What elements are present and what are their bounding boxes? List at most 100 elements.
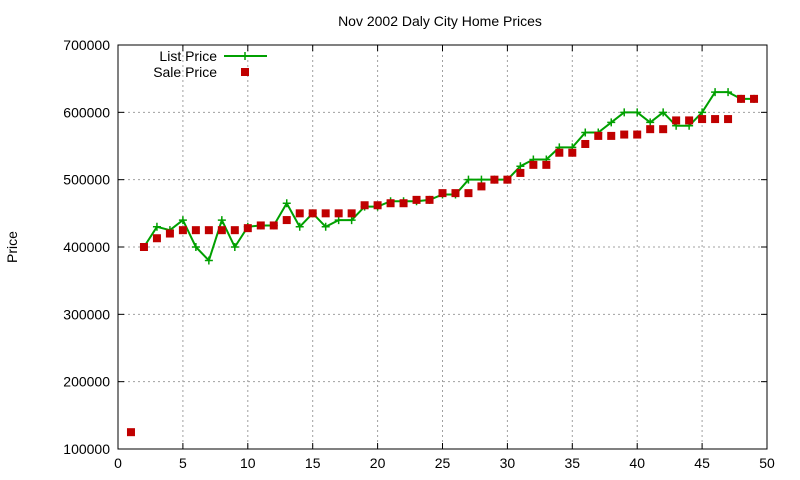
data-point <box>230 243 239 251</box>
data-point <box>334 209 343 218</box>
x-tick-label: 25 <box>435 455 451 471</box>
data-point <box>672 116 681 125</box>
legend-square-swatch <box>241 68 249 76</box>
data-point <box>360 201 369 210</box>
data-point <box>607 118 616 127</box>
chart-title: Nov 2002 Daly City Home Prices <box>338 13 542 29</box>
x-tick-label: 45 <box>694 455 710 471</box>
data-point <box>516 162 525 171</box>
data-point <box>646 125 655 134</box>
data-point <box>698 115 707 124</box>
data-point <box>152 222 161 231</box>
data-point <box>295 222 304 231</box>
data-point <box>542 160 551 169</box>
data-point <box>308 209 317 218</box>
data-point <box>243 224 252 233</box>
series-sale-price <box>126 94 759 437</box>
legend-item: Sale Price <box>153 64 249 80</box>
data-point <box>178 226 187 235</box>
data-point <box>295 209 304 218</box>
data-point <box>451 189 460 198</box>
data-point <box>282 199 291 208</box>
data-point <box>607 131 616 140</box>
data-point <box>425 195 434 204</box>
data-point <box>139 243 148 251</box>
data-point <box>282 216 291 225</box>
data-point <box>256 221 265 230</box>
data-point <box>633 108 642 117</box>
data-point <box>438 189 447 198</box>
data-point <box>659 108 668 117</box>
data-point <box>464 189 473 198</box>
data-point <box>217 216 226 225</box>
data-point <box>373 201 382 210</box>
series-list-price <box>139 88 759 265</box>
series-line <box>143 91 755 263</box>
data-point <box>126 428 135 437</box>
x-tick-label: 30 <box>500 455 516 471</box>
data-point <box>620 130 629 139</box>
y-tick-label: 300000 <box>63 306 110 322</box>
data-point <box>711 88 720 97</box>
x-tick-label: 5 <box>179 455 187 471</box>
data-point <box>464 175 473 184</box>
data-point <box>724 88 733 97</box>
data-point <box>165 229 174 238</box>
data-point <box>620 108 629 117</box>
data-point <box>594 131 603 140</box>
data-point <box>347 209 356 218</box>
data-point <box>490 175 499 184</box>
data-point <box>633 130 642 139</box>
data-point <box>178 216 187 225</box>
data-point <box>750 94 759 103</box>
y-tick-label: 400000 <box>63 239 110 255</box>
data-point <box>646 118 655 127</box>
legend-label: Sale Price <box>153 64 217 80</box>
grid-lines <box>118 45 767 449</box>
data-point <box>399 199 408 208</box>
data-point <box>204 226 213 235</box>
data-point <box>347 216 356 225</box>
data-point <box>386 199 395 208</box>
data-point <box>581 139 590 148</box>
data-point <box>659 125 668 134</box>
data-point <box>477 175 486 184</box>
data-point <box>503 175 512 184</box>
data-point <box>191 243 200 251</box>
x-tick-label: 15 <box>305 455 321 471</box>
x-tick-label: 20 <box>370 455 386 471</box>
data-point <box>217 226 226 235</box>
x-tick-label: 40 <box>629 455 645 471</box>
x-tick-label: 10 <box>240 455 256 471</box>
y-tick-label: 100000 <box>63 441 110 457</box>
x-tick-label: 0 <box>114 455 122 471</box>
data-point <box>269 221 278 230</box>
y-tick-label: 200000 <box>63 374 110 390</box>
data-point <box>516 168 525 177</box>
data-point <box>321 209 330 218</box>
plot-border <box>117 44 768 450</box>
data-point <box>685 116 694 125</box>
x-tick-label: 35 <box>565 455 581 471</box>
data-point <box>230 226 239 235</box>
data-point <box>152 234 161 243</box>
y-tick-label: 500000 <box>63 172 110 188</box>
tick-labels: 0 5 10 15 20 25 30 35 40 45 50 100000 200000 300000 40… <box>63 37 775 471</box>
y-tick-label: 700000 <box>63 37 110 53</box>
data-point <box>321 222 330 231</box>
x-tick-label: 50 <box>759 455 775 471</box>
data-point <box>568 148 577 157</box>
data-point <box>334 216 343 225</box>
data-point <box>711 115 720 124</box>
legend-cross-swatch <box>241 52 249 60</box>
data-point <box>581 128 590 137</box>
y-axis-label: Price <box>4 231 20 263</box>
legend-item: List Price <box>159 48 267 64</box>
data-point <box>412 195 421 204</box>
data-point <box>724 115 733 124</box>
y-tick-label: 600000 <box>63 104 110 120</box>
axis-ticks <box>117 44 768 450</box>
data-point <box>191 226 200 235</box>
